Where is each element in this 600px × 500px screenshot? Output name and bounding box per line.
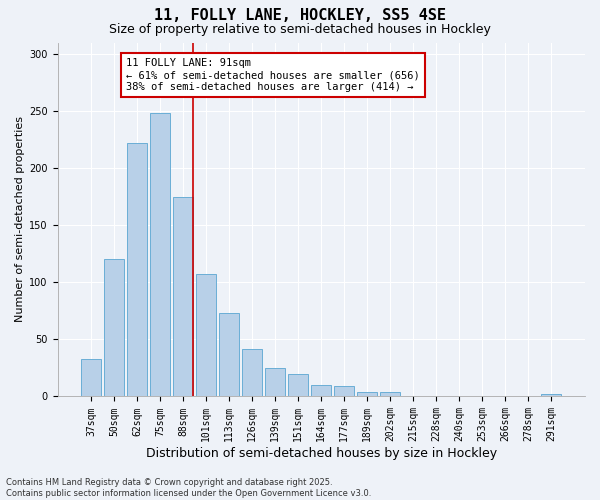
Bar [334, 386, 354, 396]
Text: 11 FOLLY LANE: 91sqm
← 61% of semi-detached houses are smaller (656)
38% of semi: 11 FOLLY LANE: 91sqm ← 61% of semi-detac… [126, 58, 419, 92]
Bar [242, 348, 262, 397]
Bar [541, 394, 561, 396]
Bar [289, 374, 308, 396]
Bar [265, 368, 285, 396]
Bar [127, 143, 147, 397]
Bar [220, 313, 239, 396]
Bar [82, 359, 101, 397]
Text: Contains HM Land Registry data © Crown copyright and database right 2025.
Contai: Contains HM Land Registry data © Crown c… [6, 478, 371, 498]
Y-axis label: Number of semi-detached properties: Number of semi-detached properties [15, 116, 25, 322]
Bar [173, 196, 193, 396]
Text: Size of property relative to semi-detached houses in Hockley: Size of property relative to semi-detach… [109, 22, 491, 36]
Bar [151, 114, 170, 397]
Bar [196, 274, 216, 396]
X-axis label: Distribution of semi-detached houses by size in Hockley: Distribution of semi-detached houses by … [146, 447, 497, 460]
Bar [358, 392, 377, 396]
Bar [311, 385, 331, 396]
Text: 11, FOLLY LANE, HOCKLEY, SS5 4SE: 11, FOLLY LANE, HOCKLEY, SS5 4SE [154, 8, 446, 22]
Bar [380, 392, 400, 396]
Bar [104, 260, 124, 396]
